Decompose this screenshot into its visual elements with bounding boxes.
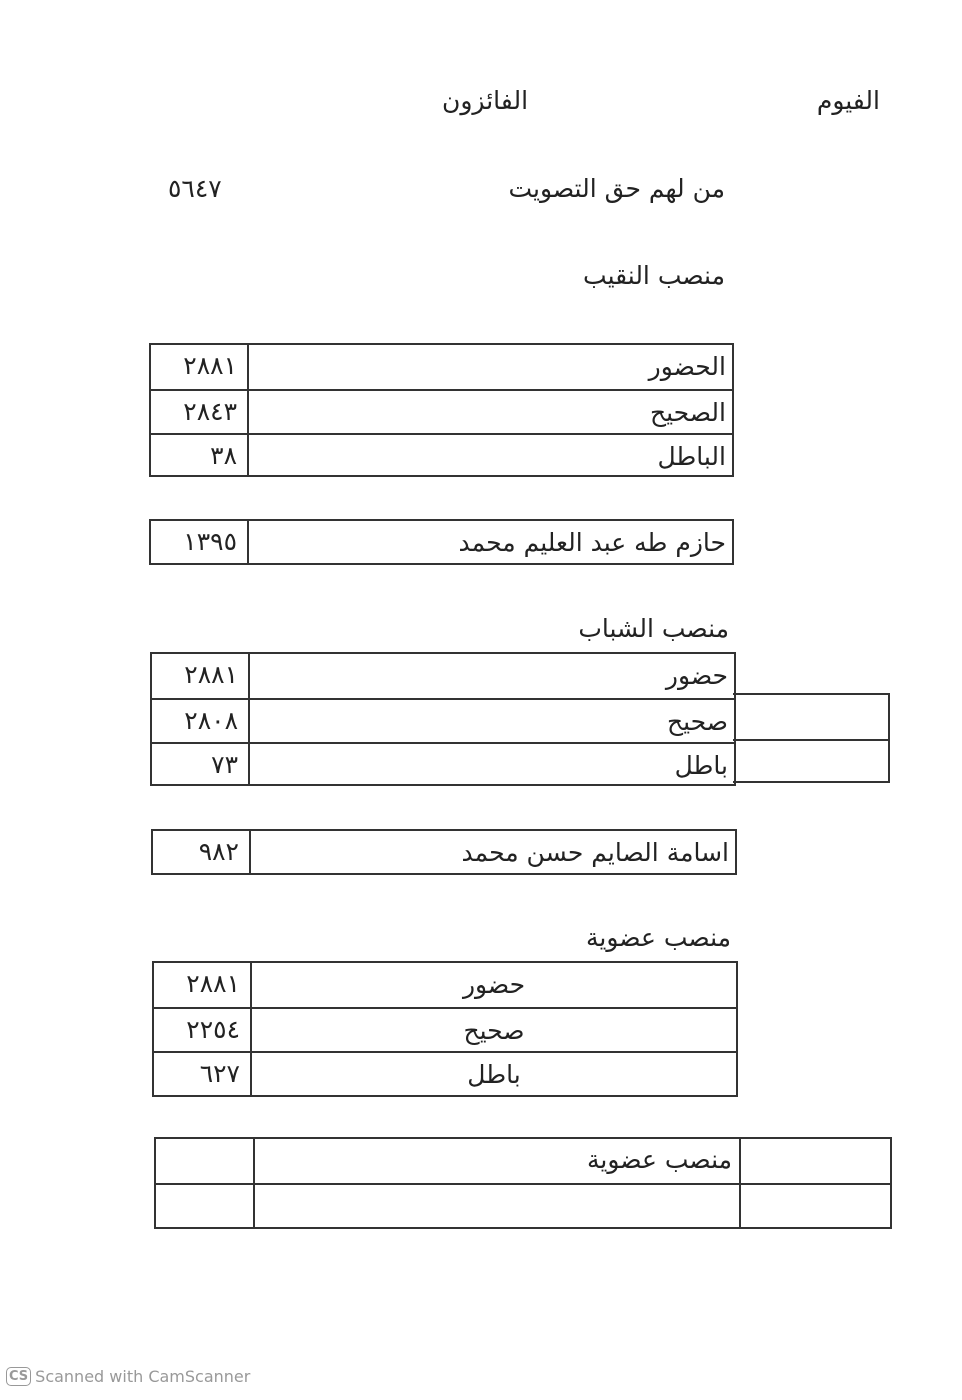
stat-value: ٢٨٨١ <box>154 963 252 1007</box>
stat-value: ٣٨ <box>151 435 249 477</box>
stat-value: ٧٣ <box>152 744 250 786</box>
table-row: ٢٨٨١ الحضور <box>151 345 732 389</box>
page-title: الفائزون <box>442 86 529 115</box>
winner-votes: ٩٨٢ <box>153 831 251 875</box>
stat-label: باطل <box>467 1060 521 1089</box>
camscanner-watermark: CS Scanned with CamScanner <box>6 1367 250 1386</box>
stat-label: باطل <box>674 751 728 780</box>
section-title-head: منصب النقيب <box>583 261 725 290</box>
eligible-voters-label: من لهم حق التصويت <box>508 174 725 203</box>
winner-table-head: ١٣٩٥ حازم طه عبد العليم محمد <box>149 519 734 565</box>
section-title-membership: منصب عضوية <box>586 923 731 952</box>
stat-value: ٢٢٥٤ <box>154 1009 252 1051</box>
stat-label: صحيح <box>666 707 728 736</box>
stat-label: الصحيح <box>649 398 726 427</box>
stats-table-head: ٢٨٨١ الحضور ٢٨٤٣ الصحيح ٣٨ الباطل <box>149 343 734 477</box>
governorate-name: الفيوم <box>816 86 880 115</box>
stats-table-youth: ٢٨٨١ حضور ٢٨٠٨ صحيح ٧٣ باطل <box>150 652 736 786</box>
table-row: ٧٣ باطل <box>152 742 734 786</box>
eligible-voters-value: ٥٦٤٧ <box>168 174 222 203</box>
table-row: ٢٢٥٤ صحيح <box>154 1007 736 1051</box>
table-row: ٢٨٠٨ صحيح <box>152 698 734 742</box>
stat-value: ٦٢٧ <box>154 1053 252 1097</box>
stats-table-membership: ٢٨٨١ حضور ٢٢٥٤ صحيح ٦٢٧ باطل <box>152 961 738 1097</box>
stat-label: الباطل <box>657 442 726 471</box>
stat-label: حضور <box>462 970 526 999</box>
winner-table-youth: ٩٨٢ اسامة الصايم حسن محمد <box>151 829 737 875</box>
watermark-text: Scanned with CamScanner <box>35 1367 251 1386</box>
winner-name: اسامة الصايم حسن محمد <box>461 838 730 867</box>
camscanner-logo-icon: CS <box>6 1367 32 1386</box>
section-title-youth: منصب الشباب <box>578 614 729 643</box>
stat-value: ٢٨٨١ <box>151 345 249 389</box>
stat-value: ٢٨٠٨ <box>152 700 250 742</box>
stat-label: حضور <box>665 661 728 690</box>
final-table-label: منصب عضوية <box>587 1145 732 1174</box>
winner-votes: ١٣٩٥ <box>151 521 249 565</box>
membership-winners-table: منصب عضوية <box>154 1137 892 1229</box>
winner-name: حازم طه عبد العليم محمد <box>458 528 726 557</box>
table-row: ٣٨ الباطل <box>151 433 732 477</box>
table-row: ٢٨٨١ حضور <box>154 963 736 1007</box>
table-row: ٦٢٧ باطل <box>154 1051 736 1097</box>
stat-value: ٢٨٨١ <box>152 654 250 698</box>
stat-label: صحيح <box>463 1016 525 1045</box>
table-row: ٩٨٢ اسامة الصايم حسن محمد <box>153 831 735 875</box>
table-row: ١٣٩٥ حازم طه عبد العليم محمد <box>151 521 732 565</box>
stat-label: الحضور <box>648 352 726 381</box>
empty-side-cells <box>733 693 890 783</box>
stat-value: ٢٨٤٣ <box>151 391 249 433</box>
table-row: ٢٨٤٣ الصحيح <box>151 389 732 433</box>
table-row: ٢٨٨١ حضور <box>152 654 734 698</box>
